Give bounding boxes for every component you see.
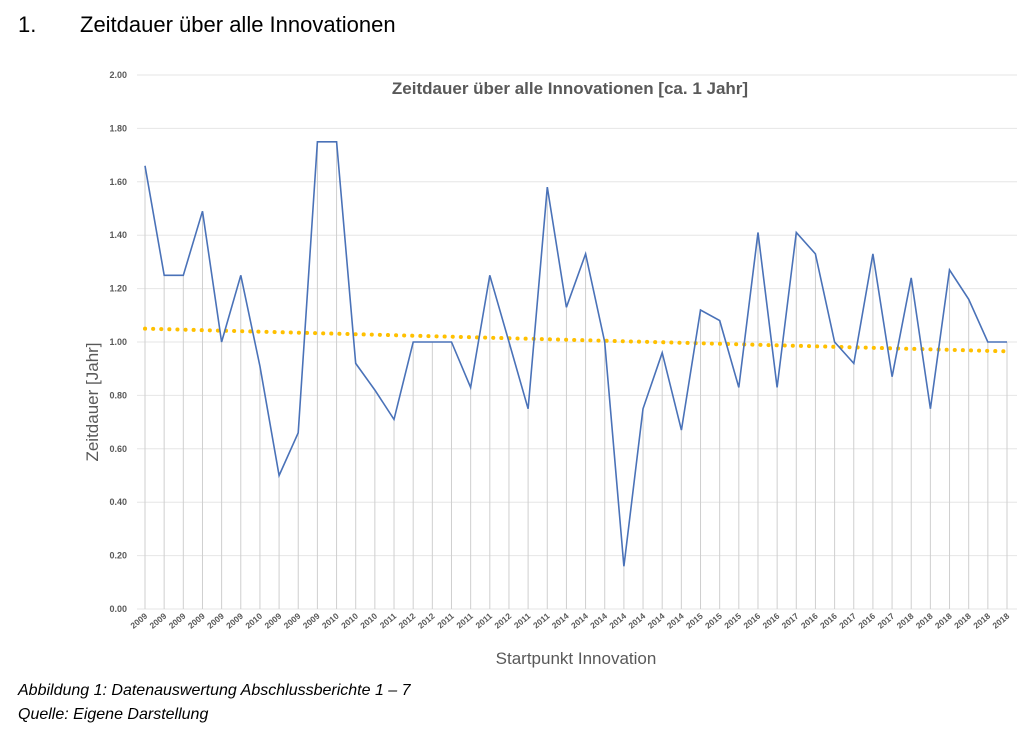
x-tick-label: 2011 — [474, 611, 495, 631]
y-axis-label: Zeitdauer [Jahr] — [83, 342, 102, 461]
x-tick-label: 2016 — [741, 611, 762, 631]
y-tick-label: 0.60 — [109, 444, 127, 454]
x-tick-label: 2009 — [167, 611, 188, 631]
y-tick-label: 2.00 — [109, 70, 127, 80]
x-tick-label: 2010 — [358, 611, 379, 631]
section-heading: 1. Zeitdauer über alle Innovationen — [18, 12, 396, 38]
y-tick-label: 1.00 — [109, 337, 127, 347]
y-tick-label: 0.20 — [109, 551, 127, 561]
x-tick-label: 2009 — [301, 611, 322, 631]
x-tick-label: 2010 — [320, 611, 341, 631]
x-tick-label: 2011 — [435, 611, 456, 631]
x-tick-labels: 2009200920092009200920092010200920092009… — [128, 611, 1011, 631]
figure-caption: Abbildung 1: Datenauswertung Abschlussbe… — [18, 682, 411, 699]
x-tick-label: 2011 — [531, 611, 552, 631]
x-tick-label: 2011 — [454, 611, 475, 631]
trendline — [143, 326, 1009, 354]
x-tick-label: 2009 — [282, 611, 303, 631]
x-tick-label: 2009 — [186, 611, 207, 631]
x-tick-label: 2009 — [262, 611, 283, 631]
chart-gridlines — [137, 74, 1017, 610]
y-tick-label: 1.20 — [109, 284, 127, 294]
x-tick-label: 2016 — [760, 611, 781, 631]
y-tick-label: 1.40 — [109, 230, 127, 240]
y-tick-label: 0.40 — [109, 497, 127, 507]
series-points — [144, 141, 1008, 567]
x-tick-label: 2014 — [588, 611, 609, 631]
x-tick-label: 2018 — [971, 611, 992, 631]
x-tick-label: 2015 — [722, 611, 743, 631]
x-tick-label: 2016 — [818, 611, 839, 631]
x-tick-label: 2014 — [626, 611, 647, 631]
x-tick-label: 2017 — [780, 611, 801, 631]
y-tick-label: 1.80 — [109, 123, 127, 133]
x-tick-label: 2017 — [837, 611, 858, 631]
x-tick-label: 2018 — [990, 611, 1011, 631]
series-line — [144, 141, 1007, 567]
x-tick-label: 2011 — [378, 611, 399, 631]
section-number: 1. — [18, 12, 37, 37]
chart-title: Zeitdauer über alle Innovationen [ca. 1 … — [392, 79, 748, 98]
y-tick-label: 1.60 — [109, 177, 127, 187]
x-tick-label: 2011 — [512, 611, 533, 631]
line-chart: 0.00 0.20 0.40 0.60 0.80 1.00 1.20 1.40 1.60 1.80… — [83, 70, 1017, 668]
x-tick-label: 2012 — [397, 611, 418, 631]
x-tick-label: 2014 — [569, 611, 590, 631]
x-tick-label: 2010 — [339, 611, 360, 631]
x-tick-label: 2018 — [914, 611, 935, 631]
x-tick-label: 2009 — [224, 611, 245, 631]
x-tick-label: 2016 — [856, 611, 877, 631]
chart-drop-lines — [144, 141, 1008, 609]
x-tick-label: 2018 — [952, 611, 973, 631]
x-tick-label: 2012 — [492, 611, 513, 631]
section-title: Zeitdauer über alle Innovationen — [80, 12, 396, 37]
source-caption: Quelle: Eigene Darstellung — [18, 706, 209, 723]
y-tick-label: 0.80 — [109, 390, 127, 400]
x-tick-label: 2017 — [875, 611, 896, 631]
x-tick-label: 2018 — [933, 611, 954, 631]
y-tick-label: 0.00 — [109, 604, 127, 614]
x-tick-label: 2016 — [799, 611, 820, 631]
y-tick-labels: 0.00 0.20 0.40 0.60 0.80 1.00 1.20 1.40 1.60 1.80… — [109, 70, 127, 614]
x-tick-label: 2018 — [895, 611, 916, 631]
x-tick-label: 2014 — [607, 611, 628, 631]
x-tick-label: 2010 — [243, 611, 264, 631]
x-tick-label: 2009 — [148, 611, 169, 631]
x-tick-label: 2015 — [703, 611, 724, 631]
x-tick-label: 2015 — [684, 611, 705, 631]
x-tick-label: 2014 — [550, 611, 571, 631]
x-tick-label: 2009 — [205, 611, 226, 631]
x-axis-label: Startpunkt Innovation — [496, 649, 657, 668]
x-tick-label: 2012 — [416, 611, 437, 631]
x-tick-label: 2014 — [665, 611, 686, 631]
x-tick-label: 2014 — [646, 611, 667, 631]
x-tick-label: 2009 — [128, 611, 149, 631]
